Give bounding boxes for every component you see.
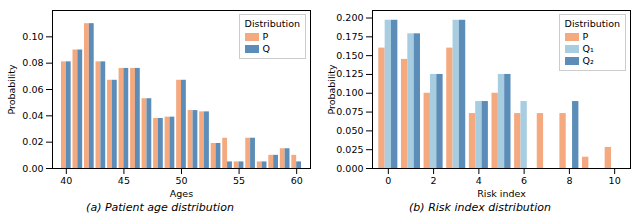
svg-text:60: 60: [291, 175, 303, 186]
svg-text:0.04: 0.04: [22, 110, 43, 121]
html-text:Distribution: Distribution: [564, 18, 620, 29]
svg-text:0.100: 0.100: [336, 87, 363, 98]
svg-text:0.150: 0.150: [336, 50, 363, 61]
svg-text:0.06: 0.06: [22, 84, 43, 95]
html-text:Q: Q: [262, 43, 270, 54]
svg-text:45: 45: [118, 175, 130, 186]
svg-text:0.075: 0.075: [336, 106, 363, 117]
svg-text:10: 10: [609, 175, 621, 186]
svg-text:8: 8: [566, 175, 572, 186]
html-text:P: P: [582, 31, 589, 42]
svg-text:40: 40: [60, 175, 72, 186]
svg-text:Ages: Ages: [170, 188, 193, 199]
svg-text:Probability: Probability: [6, 64, 17, 115]
html-text:P: P: [262, 31, 269, 42]
svg-text:0: 0: [385, 175, 391, 186]
svg-text:6: 6: [521, 175, 527, 186]
svg-text:Probability: Probability: [326, 64, 337, 115]
svg-text:4: 4: [476, 175, 482, 186]
svg-text:0.000: 0.000: [336, 163, 363, 174]
html-text:Q₁: Q₁: [582, 43, 594, 54]
svg-text:0.10: 0.10: [22, 31, 43, 42]
svg-text:0.08: 0.08: [22, 57, 43, 68]
svg-text:0.050: 0.050: [336, 125, 363, 136]
svg-text:0.175: 0.175: [336, 31, 363, 42]
svg-text:0.200: 0.200: [336, 12, 363, 23]
svg-text:2: 2: [431, 175, 437, 186]
html-text:Distribution: Distribution: [244, 18, 300, 29]
html-text:(b) Risk index distribution: (b) Risk index distribution: [409, 201, 551, 214]
html-text:Q₂: Q₂: [582, 55, 594, 66]
html-text:(a) Patient age distribution: (a) Patient age distribution: [86, 201, 234, 214]
svg-text:50: 50: [175, 175, 187, 186]
svg-text:0.00: 0.00: [22, 163, 43, 174]
svg-text:0.125: 0.125: [336, 68, 363, 79]
svg-text:0.025: 0.025: [336, 144, 363, 155]
svg-text:55: 55: [233, 175, 245, 186]
svg-text:Risk index: Risk index: [477, 188, 526, 199]
svg-text:0.02: 0.02: [22, 136, 43, 147]
